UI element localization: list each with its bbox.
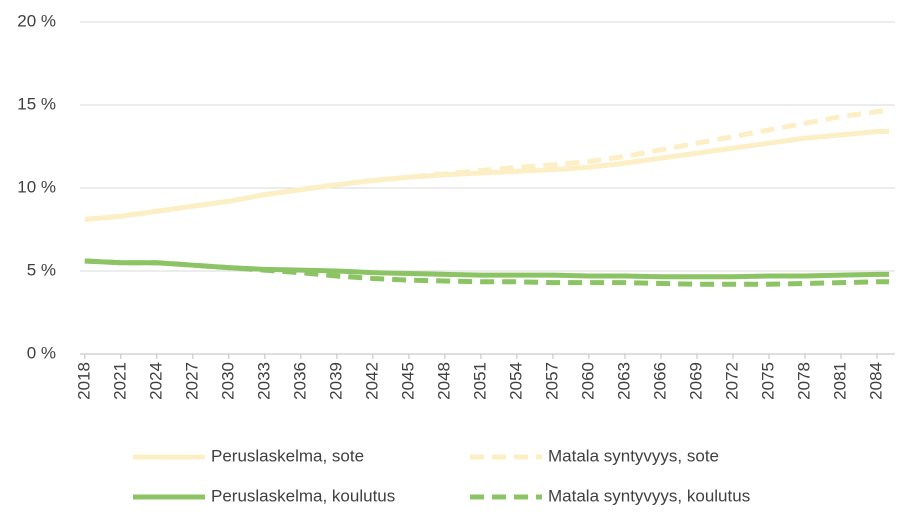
y-tick-label: 10 % — [17, 177, 56, 196]
x-tick-label: 2027 — [182, 362, 201, 400]
legend-label: Peruslaskelma, sote — [211, 446, 364, 465]
x-tick-label: 2063 — [614, 362, 633, 400]
series-line — [84, 258, 889, 287]
x-tick-label: 2024 — [146, 362, 165, 400]
x-tick-label: 2078 — [794, 362, 813, 400]
x-tick-label: 2081 — [830, 362, 849, 400]
x-tick-label: 2018 — [74, 362, 93, 400]
x-tick-label: 2030 — [218, 362, 237, 400]
x-tick-label: 2084 — [866, 362, 885, 400]
y-tick-label: 0 % — [27, 343, 56, 362]
legend-label: Matala syntyvyys, sote — [548, 446, 719, 465]
legend-label: Matala syntyvyys, koulutus — [548, 486, 750, 505]
y-tick-label: 20 % — [17, 11, 56, 30]
x-tick-label: 2072 — [722, 362, 741, 400]
x-tick-label: 2036 — [290, 362, 309, 400]
legend-label: Peruslaskelma, koulutus — [211, 486, 395, 505]
x-tick-label: 2051 — [470, 362, 489, 400]
x-tick-label: 2042 — [362, 362, 381, 400]
x-tick-label: 2039 — [326, 362, 345, 400]
series-line — [84, 258, 889, 280]
x-tick-label: 2057 — [542, 362, 561, 400]
x-tick-label: 2045 — [398, 362, 417, 400]
x-tick-label: 2054 — [506, 362, 525, 400]
x-tick-label: 2021 — [110, 362, 129, 400]
x-tick-label: 2066 — [650, 362, 669, 400]
x-tick-label: 2075 — [758, 362, 777, 400]
x-tick-label: 2033 — [254, 362, 273, 400]
series-line — [84, 107, 890, 223]
x-tick-label: 2069 — [686, 362, 705, 400]
x-tick-label: 2060 — [578, 362, 597, 400]
y-tick-label: 15 % — [17, 94, 56, 113]
y-tick-label: 5 % — [27, 260, 56, 279]
x-tick-label: 2048 — [434, 362, 453, 400]
